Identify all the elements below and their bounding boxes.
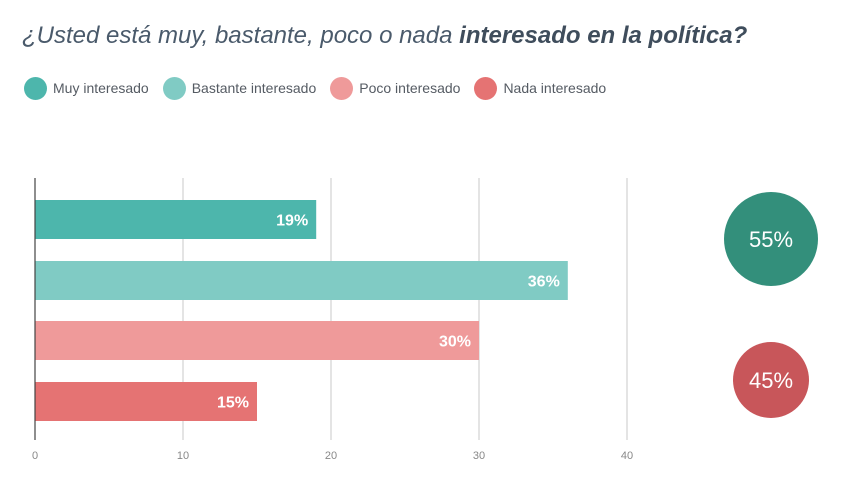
total-label: 55% bbox=[749, 227, 793, 252]
legend-item-muy: Muy interesado bbox=[24, 76, 149, 100]
legend-item-nada: Nada interesado bbox=[474, 76, 607, 100]
x-tick-label: 40 bbox=[621, 450, 633, 462]
x-tick-label: 30 bbox=[473, 450, 485, 462]
bar-value-label: 19% bbox=[276, 213, 308, 230]
chart-title-prefix: ¿Usted está muy, bastante, poco o nada bbox=[22, 22, 460, 49]
legend-swatch bbox=[162, 76, 186, 100]
bar-value-label: 15% bbox=[217, 395, 249, 412]
legend-swatch bbox=[330, 76, 354, 100]
chart-title-emphasis: interesado en la política? bbox=[459, 22, 748, 49]
legend-item-poco: Poco interesado bbox=[330, 76, 461, 100]
total-circle bbox=[733, 342, 809, 418]
legend-label: Poco interesado bbox=[359, 80, 461, 96]
bar bbox=[35, 382, 257, 421]
bar-value-label: 30% bbox=[439, 334, 471, 351]
bar bbox=[35, 200, 317, 239]
x-tick-label: 0 bbox=[32, 450, 38, 462]
legend-swatch bbox=[24, 76, 47, 100]
legend-item-bastante: Bastante interesado bbox=[162, 76, 317, 100]
chart-legend: Muy interesado Bastante interesado Poco … bbox=[24, 76, 620, 100]
x-tick-label: 20 bbox=[325, 450, 337, 462]
legend-label: Nada interesado bbox=[503, 80, 607, 96]
bar bbox=[35, 321, 479, 360]
legend-label: Bastante interesado bbox=[191, 80, 317, 96]
legend-swatch bbox=[474, 76, 498, 100]
chart-title: ¿Usted está muy, bastante, poco o nada i… bbox=[22, 22, 747, 50]
bar-value-label: 36% bbox=[528, 274, 560, 291]
total-label: 45% bbox=[749, 368, 793, 393]
bar bbox=[35, 261, 568, 300]
x-tick-label: 10 bbox=[177, 450, 189, 462]
legend-label: Muy interesado bbox=[53, 80, 149, 96]
total-circle bbox=[724, 192, 818, 286]
